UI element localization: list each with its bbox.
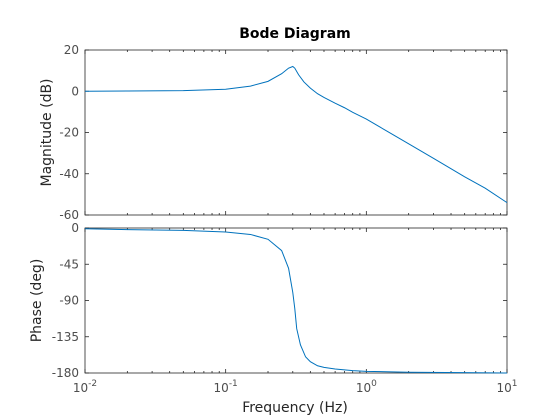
magnitude-ylabel: Magnitude (dB) bbox=[39, 78, 55, 186]
magnitude-series-line bbox=[84, 65, 508, 204]
phase-ytick-label: 0 bbox=[71, 221, 79, 235]
x-tick-label: 101 bbox=[496, 379, 517, 395]
magnitude-ytick-label: 0 bbox=[71, 84, 79, 98]
phase-tick-group: 0 -45 -90 -135 -180 bbox=[52, 221, 508, 380]
phase-axes-box bbox=[84, 227, 508, 374]
phase-ytick-label: -90 bbox=[59, 294, 79, 308]
magnitude-ytick-label: -20 bbox=[59, 126, 79, 140]
magnitude-ytick-label: -60 bbox=[59, 208, 79, 222]
phase-series-line bbox=[84, 228, 508, 374]
phase-ytick-label: -180 bbox=[52, 366, 79, 380]
chart-title: Bode Diagram bbox=[239, 26, 351, 42]
x-tick-group: 10-2 10-1 100 101 bbox=[73, 379, 518, 395]
magnitude-ytick-label: 20 bbox=[64, 43, 79, 57]
phase-ylabel: Phase (deg) bbox=[29, 259, 45, 343]
x-tick-label: 10-1 bbox=[214, 379, 238, 395]
magnitude-panel: 20 0 -20 -40 -60 Magnitude (dB) bbox=[39, 43, 508, 222]
magnitude-ytick-label: -40 bbox=[59, 167, 79, 181]
x-tick-label: 100 bbox=[356, 379, 377, 395]
x-tick-label: 10-2 bbox=[73, 379, 97, 395]
magnitude-tick-group: 20 0 -20 -40 -60 bbox=[59, 43, 508, 222]
phase-ytick-label: -45 bbox=[59, 257, 79, 271]
phase-panel: 0 -45 -90 -135 -180 Phase (deg) bbox=[29, 221, 508, 380]
x-axis-label: Frequency (Hz) bbox=[242, 400, 348, 416]
magnitude-axes-box bbox=[84, 49, 508, 216]
phase-ytick-label: -135 bbox=[52, 330, 79, 344]
